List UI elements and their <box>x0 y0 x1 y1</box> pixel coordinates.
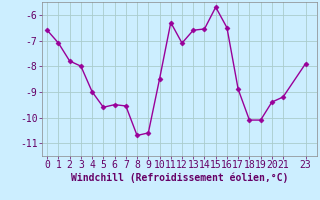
X-axis label: Windchill (Refroidissement éolien,°C): Windchill (Refroidissement éolien,°C) <box>70 173 288 183</box>
